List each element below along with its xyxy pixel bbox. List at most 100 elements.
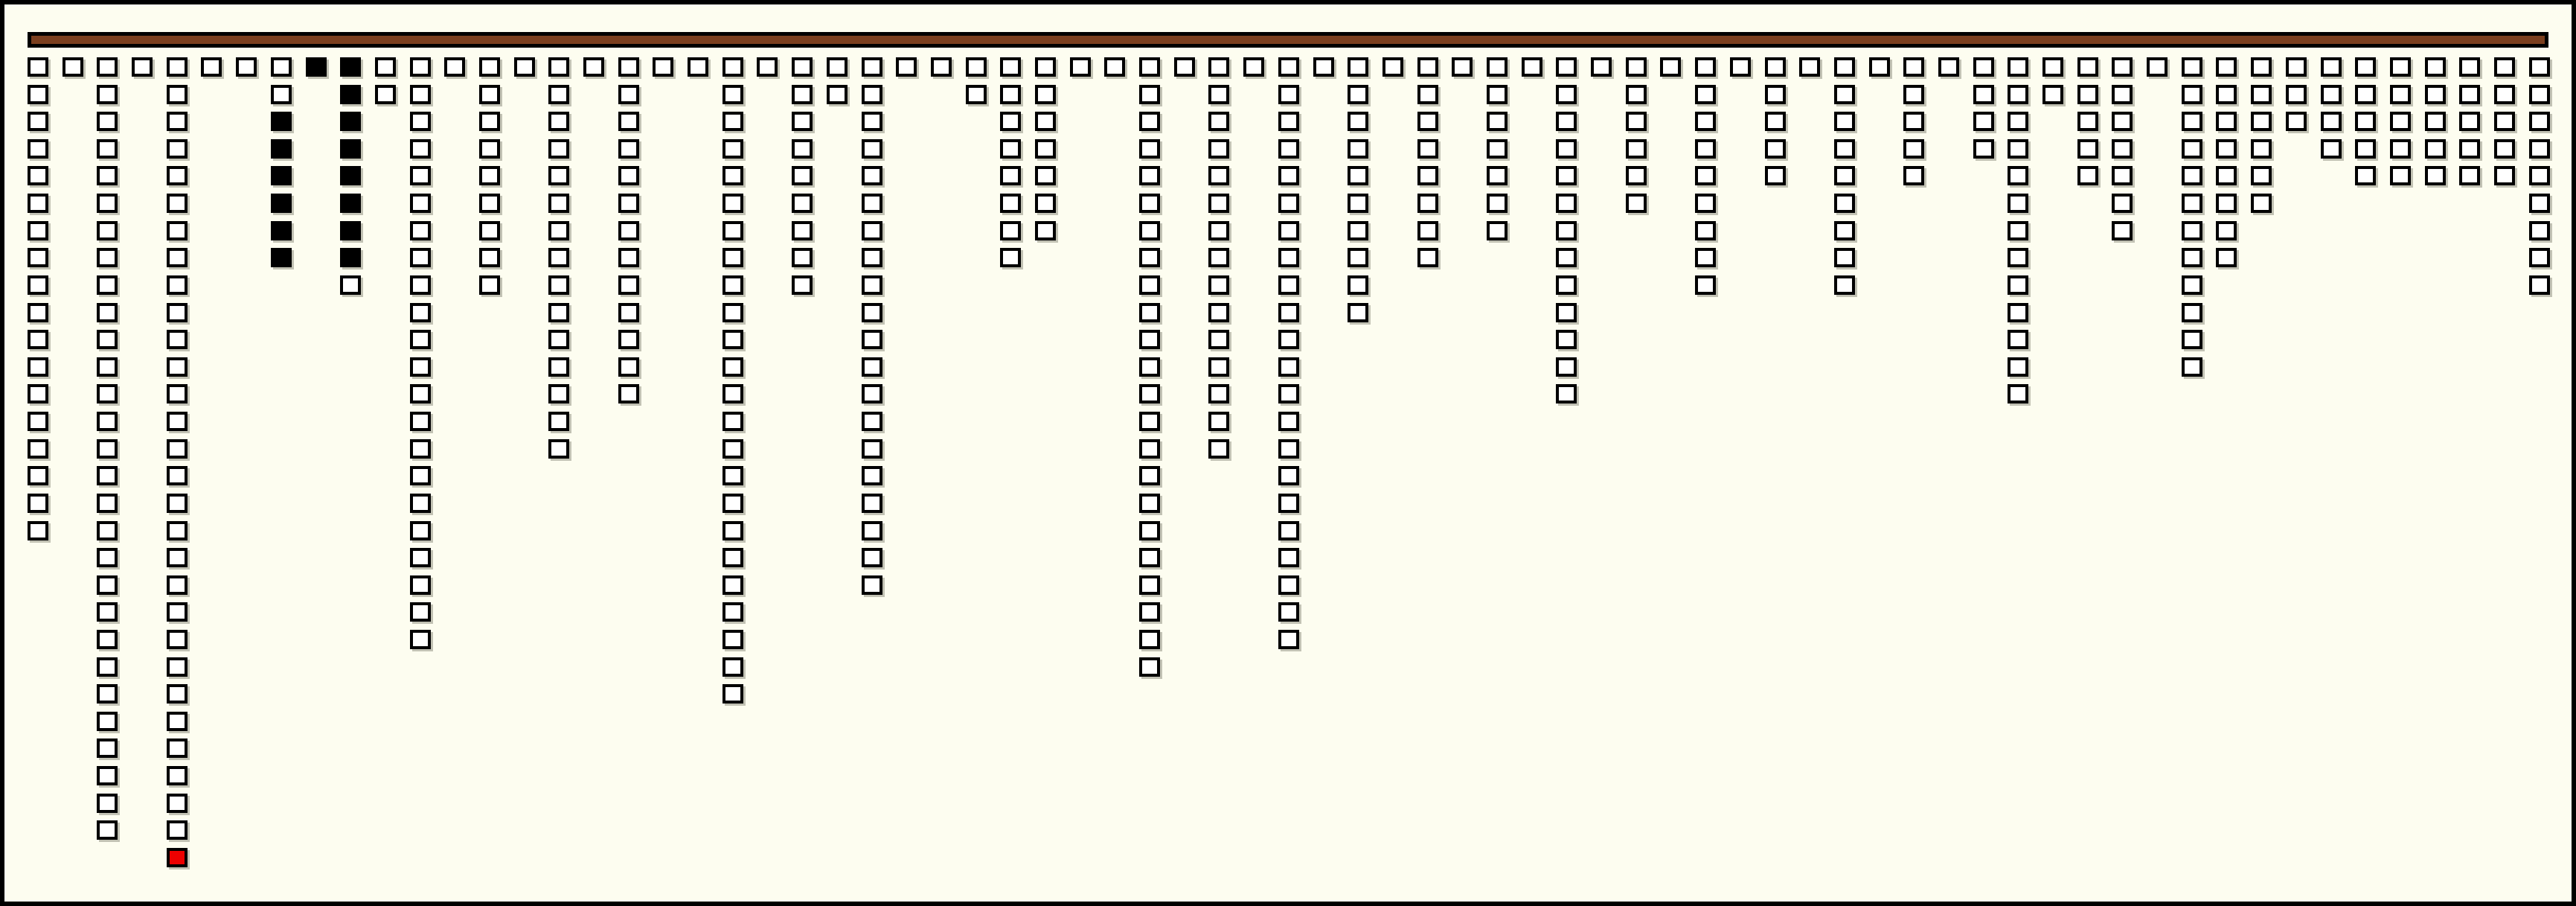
cell-c11-r19 — [410, 575, 431, 595]
cell-c62-r1 — [2182, 85, 2202, 104]
cell-c36-r1 — [1278, 85, 1299, 104]
cell-c4-r28 — [167, 820, 188, 840]
cell-c63-r1 — [2216, 85, 2237, 104]
cell-c0-r15 — [28, 466, 48, 485]
cell-c4-r6 — [167, 221, 188, 240]
cell-c48-r1 — [1695, 85, 1716, 104]
cell-c57-r11 — [2008, 357, 2028, 377]
cell-c14-r0 — [514, 57, 535, 77]
cell-c24-r19 — [862, 575, 882, 595]
cell-c64-r5 — [2251, 194, 2272, 213]
cell-c38-r2 — [1348, 112, 1368, 131]
cell-c38-r4 — [1348, 166, 1368, 185]
cell-c15-r13 — [548, 412, 569, 431]
cell-c15-r7 — [548, 248, 569, 267]
cell-c38-r9 — [1348, 303, 1368, 322]
cell-c70-r1 — [2459, 85, 2480, 104]
cell-c37-r0 — [1313, 57, 1334, 77]
cell-c4-r20 — [167, 602, 188, 622]
cell-c61-r0 — [2147, 57, 2168, 77]
cell-c5-r0 — [201, 57, 222, 77]
cell-c70-r2 — [2459, 112, 2480, 131]
cell-c29-r1 — [1035, 85, 1056, 104]
cell-c2-r11 — [97, 357, 118, 377]
cell-c2-r10 — [97, 330, 118, 349]
cell-c11-r15 — [410, 466, 431, 485]
cell-c62-r4 — [2182, 166, 2202, 185]
cell-c32-r8 — [1139, 275, 1160, 295]
cell-c15-r1 — [548, 85, 569, 104]
cell-c0-r13 — [28, 412, 48, 431]
cell-c24-r15 — [862, 466, 882, 485]
cell-c60-r6 — [2112, 221, 2133, 240]
cell-c34-r7 — [1208, 248, 1229, 267]
cell-c0-r12 — [28, 384, 48, 403]
cell-c20-r22 — [723, 657, 743, 677]
cell-c70-r0 — [2459, 57, 2480, 77]
cell-c20-r5 — [723, 194, 743, 213]
cell-c66-r1 — [2321, 85, 2342, 104]
cell-c55-r0 — [1938, 57, 1959, 77]
cell-c20-r10 — [723, 330, 743, 349]
cell-c64-r3 — [2251, 139, 2272, 159]
cell-c63-r7 — [2216, 248, 2237, 267]
cell-c17-r2 — [618, 112, 639, 131]
cell-c34-r0 — [1208, 57, 1229, 77]
cell-c15-r10 — [548, 330, 569, 349]
cell-c62-r0 — [2182, 57, 2202, 77]
cell-c24-r17 — [862, 521, 882, 540]
cell-c34-r9 — [1208, 303, 1229, 322]
cell-c60-r5 — [2112, 194, 2133, 213]
cell-c13-r1 — [479, 85, 500, 104]
cell-c11-r13 — [410, 412, 431, 431]
cell-c24-r16 — [862, 494, 882, 513]
cell-c57-r3 — [2008, 139, 2028, 159]
cell-c13-r2 — [479, 112, 500, 131]
cell-c72-r0 — [2529, 57, 2550, 77]
cell-c60-r2 — [2112, 112, 2133, 131]
cell-c22-r5 — [792, 194, 813, 213]
cell-c20-r16 — [723, 494, 743, 513]
cell-c28-r1 — [1000, 85, 1021, 104]
cell-c15-r3 — [548, 139, 569, 159]
cell-c2-r28 — [97, 820, 118, 840]
cell-c64-r2 — [2251, 112, 2272, 131]
cell-c40-r2 — [1417, 112, 1438, 131]
cell-c47-r0 — [1660, 57, 1681, 77]
cell-c63-r4 — [2216, 166, 2237, 185]
cell-c4-r13 — [167, 412, 188, 431]
cell-c28-r0 — [1000, 57, 1021, 77]
cell-c46-r3 — [1626, 139, 1647, 159]
cell-c35-r0 — [1243, 57, 1264, 77]
cell-c15-r8 — [548, 275, 569, 295]
cell-c4-r12 — [167, 384, 188, 403]
cell-c11-r5 — [410, 194, 431, 213]
cell-c48-r5 — [1695, 194, 1716, 213]
cell-c62-r7 — [2182, 248, 2202, 267]
cell-c0-r3 — [28, 139, 48, 159]
cell-c40-r5 — [1417, 194, 1438, 213]
cell-c67-r3 — [2355, 139, 2376, 159]
cell-c36-r9 — [1278, 303, 1299, 322]
cell-c57-r1 — [2008, 85, 2028, 104]
cell-c38-r6 — [1348, 221, 1368, 240]
cell-c18-r0 — [653, 57, 673, 77]
cell-c46-r0 — [1626, 57, 1647, 77]
black-cell-c8-r0 — [306, 57, 327, 77]
cell-c36-r7 — [1278, 248, 1299, 267]
cell-c63-r0 — [2216, 57, 2237, 77]
cell-c49-r0 — [1730, 57, 1751, 77]
cell-c52-r1 — [1834, 85, 1855, 104]
cell-c11-r18 — [410, 548, 431, 567]
cell-c17-r9 — [618, 303, 639, 322]
cell-c62-r6 — [2182, 221, 2202, 240]
cell-c65-r1 — [2286, 85, 2307, 104]
cell-c2-r26 — [97, 766, 118, 785]
cell-c11-r21 — [410, 630, 431, 649]
cell-c64-r4 — [2251, 166, 2272, 185]
cell-c34-r14 — [1208, 439, 1229, 459]
cell-c52-r5 — [1834, 194, 1855, 213]
cell-c65-r0 — [2286, 57, 2307, 77]
cell-c17-r11 — [618, 357, 639, 377]
cell-c39-r0 — [1382, 57, 1403, 77]
